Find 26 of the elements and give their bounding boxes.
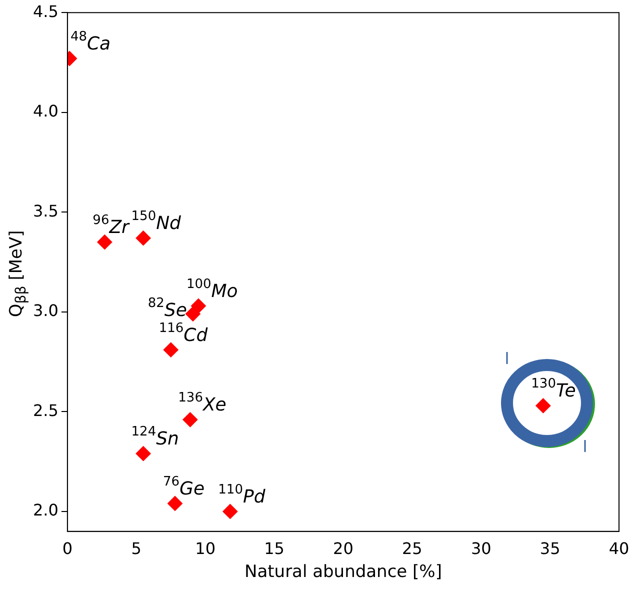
y-tick-label: 4.0 — [32, 102, 58, 121]
y-tick-label: 2.5 — [32, 400, 58, 420]
point — [163, 342, 178, 358]
x-tick-label: 30 — [470, 539, 492, 558]
point — [222, 504, 238, 519]
point — [190, 298, 206, 314]
point — [185, 306, 200, 322]
x-axis-title: Natural abundance [%] — [244, 562, 442, 582]
x-tick-label: 35 — [540, 539, 560, 558]
y-tick-label: 2.0 — [32, 500, 58, 520]
x-tick-label: 10 — [195, 539, 216, 558]
x-tick-label: 15 — [264, 539, 284, 558]
point — [97, 234, 112, 250]
point — [536, 398, 551, 414]
x-tick-label: 0 — [62, 539, 73, 558]
point — [182, 412, 198, 428]
y-tick-label: 3.0 — [32, 301, 58, 320]
x-tick-label: 40 — [608, 539, 630, 558]
x-tick-label: 20 — [333, 539, 354, 558]
point — [168, 496, 182, 511]
y-tick-label: 3.5 — [32, 201, 58, 220]
point — [136, 446, 151, 462]
point — [136, 230, 151, 246]
x-tick-label: 25 — [402, 539, 422, 558]
x-tick-label: 5 — [131, 539, 142, 558]
y-tick-label: 4.5 — [32, 2, 58, 21]
